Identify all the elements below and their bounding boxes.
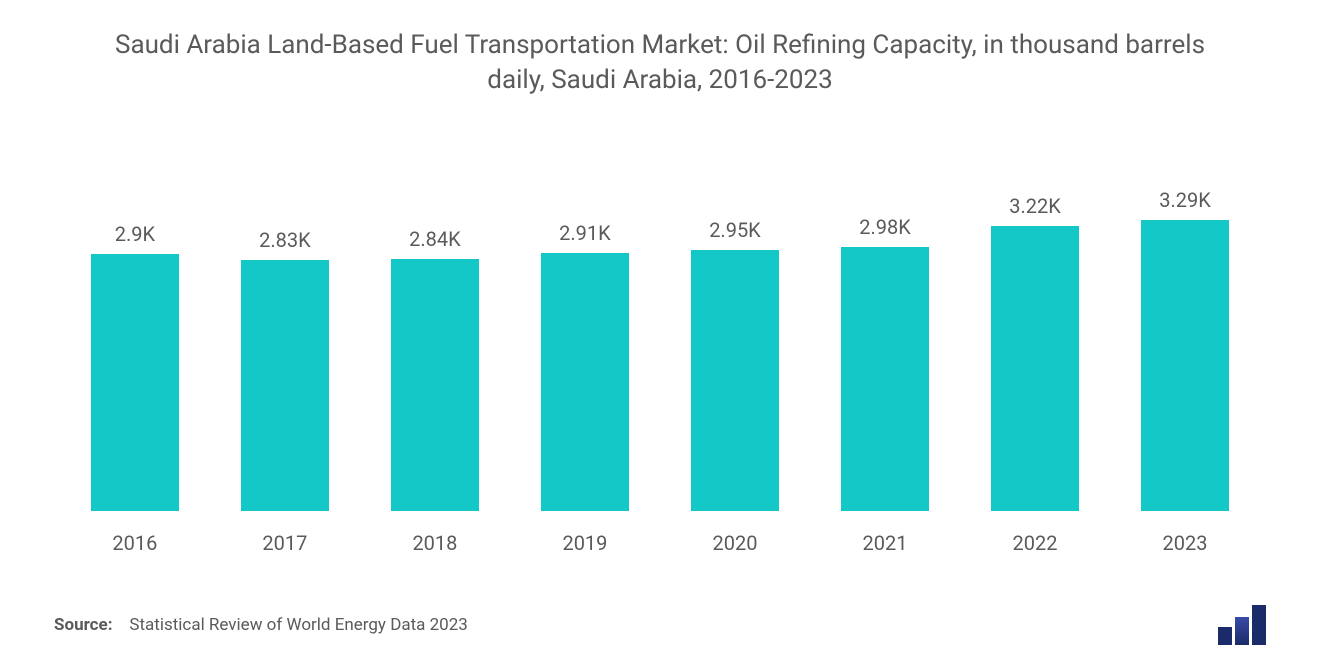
- x-axis-label: 2023: [1120, 531, 1250, 555]
- x-axis-label: 2022: [970, 531, 1100, 555]
- brand-logo-icon: [1218, 605, 1266, 645]
- x-axis-label: 2018: [370, 531, 500, 555]
- chart-plot-area: 2.9K 2.83K 2.84K 2.91K 2.95K 2.98K 3.22K: [50, 158, 1270, 521]
- source-line: Source: Statistical Review of World Ener…: [54, 615, 468, 635]
- bar-group: 2.95K: [670, 218, 800, 511]
- x-axis-label: 2016: [70, 531, 200, 555]
- bar-group: 2.98K: [820, 215, 950, 511]
- bar-value-label: 3.22K: [1009, 194, 1061, 218]
- source-label: Source:: [54, 615, 112, 635]
- bar-group: 2.9K: [70, 222, 200, 511]
- logo-bar: [1252, 605, 1266, 645]
- bar: [991, 226, 1079, 511]
- bar: [841, 247, 929, 511]
- bar-value-label: 2.98K: [859, 215, 911, 239]
- bar: [1141, 220, 1229, 511]
- x-axis-label: 2020: [670, 531, 800, 555]
- chart-container: Saudi Arabia Land-Based Fuel Transportat…: [0, 0, 1320, 665]
- source-text: Statistical Review of World Energy Data …: [129, 615, 467, 635]
- x-axis-label: 2019: [520, 531, 650, 555]
- bar-value-label: 2.91K: [559, 221, 611, 245]
- bar: [541, 253, 629, 511]
- logo-bar: [1235, 617, 1249, 645]
- bar-value-label: 2.83K: [259, 228, 311, 252]
- chart-footer: Source: Statistical Review of World Ener…: [50, 605, 1270, 645]
- bar-group: 2.91K: [520, 221, 650, 511]
- x-axis-label: 2021: [820, 531, 950, 555]
- chart-title: Saudi Arabia Land-Based Fuel Transportat…: [50, 28, 1270, 98]
- logo-bar: [1218, 627, 1232, 645]
- bar: [391, 259, 479, 511]
- bar: [91, 254, 179, 511]
- bar-value-label: 3.29K: [1159, 188, 1211, 212]
- bar: [241, 260, 329, 511]
- bar-value-label: 2.9K: [115, 222, 155, 246]
- x-axis-label: 2017: [220, 531, 350, 555]
- bar-value-label: 2.95K: [709, 218, 761, 242]
- bar-group: 3.29K: [1120, 188, 1250, 511]
- bar-group: 2.84K: [370, 227, 500, 511]
- bar-group: 2.83K: [220, 228, 350, 511]
- bar-value-label: 2.84K: [409, 227, 461, 251]
- bar: [691, 250, 779, 511]
- x-axis-labels: 2016 2017 2018 2019 2020 2021 2022 2023: [50, 521, 1270, 555]
- bar-group: 3.22K: [970, 194, 1100, 511]
